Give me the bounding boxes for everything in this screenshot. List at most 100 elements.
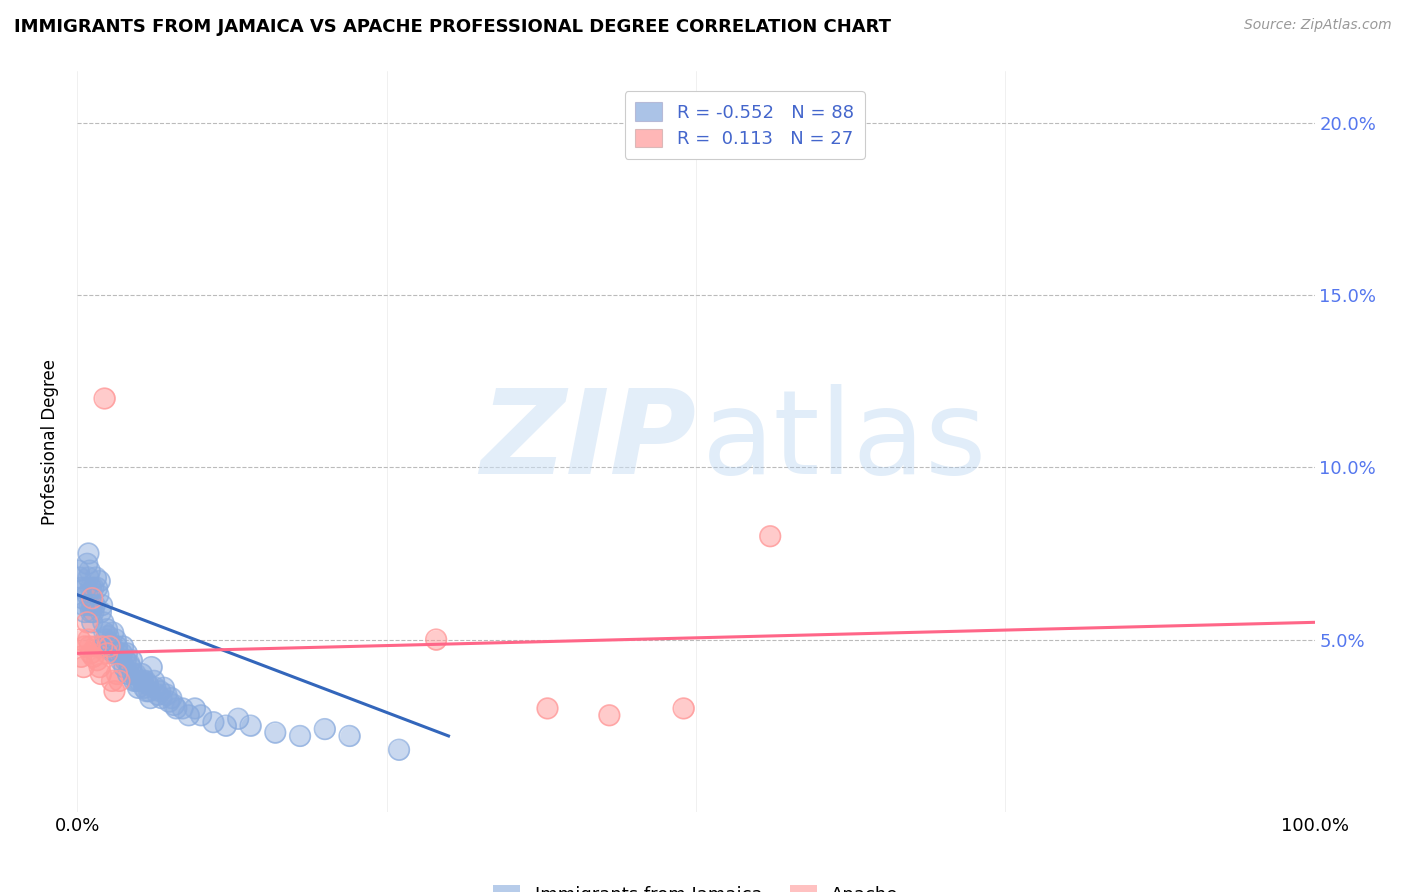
- Point: [121, 653, 143, 667]
- Point: [128, 673, 150, 688]
- Point: [143, 673, 166, 688]
- Point: [112, 660, 135, 674]
- Point: [536, 701, 558, 715]
- Point: [91, 598, 114, 612]
- Point: [91, 640, 114, 654]
- Point: [72, 591, 94, 606]
- Point: [105, 640, 128, 654]
- Point: [89, 660, 111, 674]
- Point: [155, 688, 177, 702]
- Point: [226, 712, 249, 726]
- Point: [89, 574, 111, 588]
- Point: [72, 660, 94, 674]
- Point: [141, 660, 163, 674]
- Point: [72, 598, 94, 612]
- Point: [124, 667, 146, 681]
- Point: [132, 673, 155, 688]
- Point: [103, 646, 125, 660]
- Point: [80, 646, 103, 660]
- Point: [202, 715, 225, 730]
- Text: atlas: atlas: [702, 384, 987, 499]
- Point: [157, 694, 180, 708]
- Point: [141, 660, 163, 674]
- Point: [79, 640, 101, 654]
- Point: [118, 657, 141, 671]
- Point: [598, 708, 620, 723]
- Point: [184, 701, 207, 715]
- Point: [69, 632, 91, 647]
- Point: [77, 546, 100, 560]
- Point: [155, 688, 177, 702]
- Point: [67, 564, 90, 578]
- Point: [76, 615, 98, 630]
- Point: [69, 570, 91, 584]
- Point: [172, 701, 194, 715]
- Point: [107, 646, 129, 660]
- Point: [107, 646, 129, 660]
- Point: [73, 640, 96, 654]
- Point: [150, 691, 173, 706]
- Point: [111, 646, 134, 660]
- Point: [165, 701, 187, 715]
- Point: [160, 691, 183, 706]
- Point: [80, 605, 103, 619]
- Point: [314, 722, 336, 736]
- Point: [94, 632, 117, 647]
- Point: [105, 640, 128, 654]
- Point: [73, 605, 96, 619]
- Point: [103, 684, 125, 698]
- Point: [139, 691, 162, 706]
- Point: [91, 615, 114, 630]
- Point: [117, 667, 139, 681]
- Point: [94, 632, 117, 647]
- Point: [125, 673, 148, 688]
- Point: [339, 729, 361, 743]
- Point: [97, 629, 120, 643]
- Point: [96, 646, 118, 660]
- Point: [82, 649, 104, 664]
- Point: [135, 684, 157, 698]
- Point: [93, 392, 115, 406]
- Point: [82, 598, 104, 612]
- Point: [112, 640, 135, 654]
- Point: [264, 725, 287, 739]
- Point: [96, 622, 118, 636]
- Point: [172, 701, 194, 715]
- Point: [202, 715, 225, 730]
- Point: [91, 598, 114, 612]
- Point: [134, 681, 156, 695]
- Point: [122, 673, 145, 688]
- Point: [93, 625, 115, 640]
- Point: [143, 673, 166, 688]
- Point: [103, 625, 125, 640]
- Point: [69, 570, 91, 584]
- Point: [239, 718, 262, 732]
- Point: [139, 691, 162, 706]
- Point: [76, 557, 98, 571]
- Point: [82, 615, 104, 630]
- Point: [127, 681, 149, 695]
- Text: ZIP: ZIP: [479, 384, 696, 499]
- Point: [79, 564, 101, 578]
- Point: [134, 681, 156, 695]
- Point: [138, 684, 160, 698]
- Point: [87, 588, 110, 602]
- Point: [672, 701, 695, 715]
- Point: [86, 653, 108, 667]
- Point: [239, 718, 262, 732]
- Point: [132, 673, 155, 688]
- Point: [76, 588, 98, 602]
- Point: [100, 643, 122, 657]
- Point: [75, 581, 97, 595]
- Point: [84, 570, 107, 584]
- Point: [93, 625, 115, 640]
- Point: [86, 581, 108, 595]
- Point: [80, 581, 103, 595]
- Point: [70, 649, 93, 664]
- Point: [84, 570, 107, 584]
- Text: Source: ZipAtlas.com: Source: ZipAtlas.com: [1244, 18, 1392, 32]
- Point: [80, 646, 103, 660]
- Point: [134, 673, 156, 688]
- Point: [112, 640, 135, 654]
- Point: [114, 653, 136, 667]
